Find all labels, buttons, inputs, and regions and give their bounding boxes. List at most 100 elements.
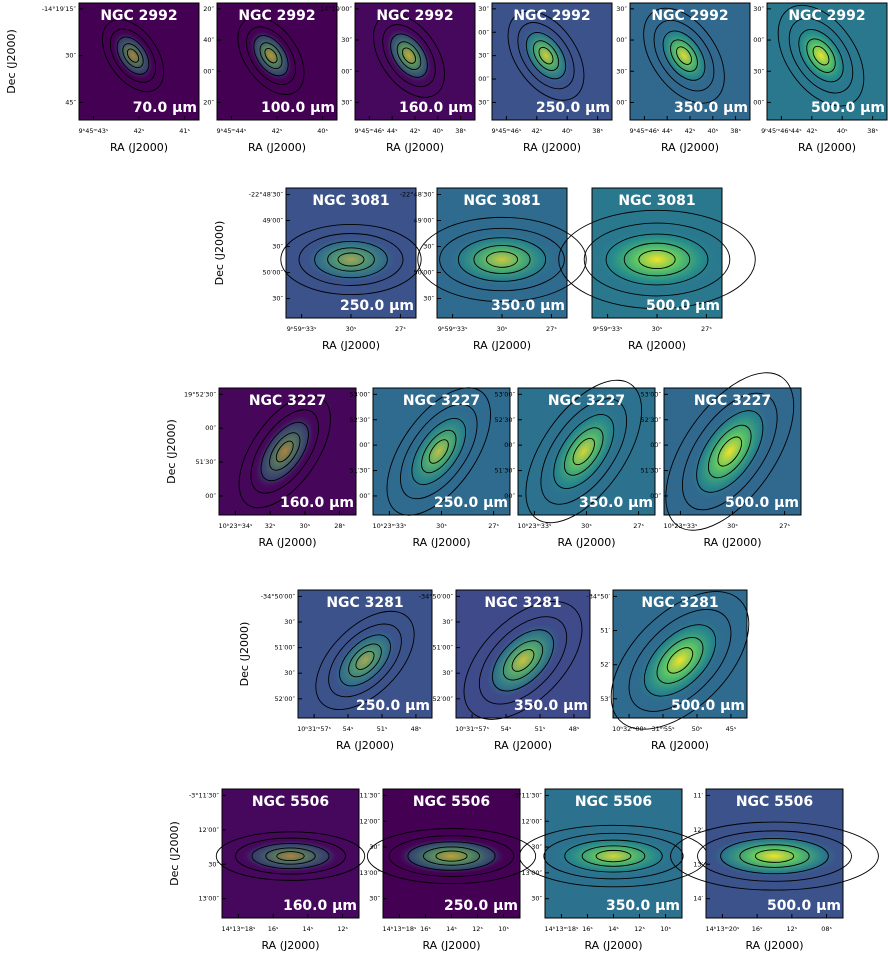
- x-tick-label: 14ˢ: [608, 925, 619, 933]
- y-tick-label: 00″: [504, 441, 515, 449]
- y-tick-label: 12′00″: [522, 817, 543, 825]
- x-tick-label: 27ˢ: [779, 522, 790, 530]
- wavelength-label: 160.0 μm: [280, 495, 354, 511]
- emission-core: [447, 232, 556, 287]
- y-tick-label: 00″: [205, 424, 216, 432]
- y-tick-label: 19°52′30″: [184, 390, 217, 398]
- y-tick-label: 45″: [65, 98, 76, 106]
- x-tick-label: 27ˢ: [488, 522, 499, 530]
- x-tick-label: 9ʰ45ᵐ43ˢ: [79, 127, 109, 135]
- y-tick-label: 51′30″: [495, 467, 516, 475]
- y-tick-label: 00″: [478, 28, 489, 36]
- x-tick-label: 48ˢ: [569, 725, 580, 733]
- y-tick-label: 00″: [616, 36, 627, 44]
- galaxy-name: NGC 3081: [618, 193, 695, 209]
- x-tick-label: 48ˢ: [411, 725, 422, 733]
- galaxy-name: NGC 3081: [463, 193, 540, 209]
- x-axis-label: RA (J2000): [523, 141, 581, 154]
- wavelength-label: 350.0 μm: [674, 100, 748, 116]
- y-tick-label: -22°48′30″: [249, 191, 284, 199]
- x-tick-label: 16ˢ: [582, 925, 593, 933]
- wavelength-label: 250.0 μm: [434, 495, 508, 511]
- x-tick-label: 12ˢ: [472, 925, 483, 933]
- galaxy-name: NGC 2992: [100, 8, 177, 24]
- y-tick-label: 40″: [203, 36, 214, 44]
- x-tick-label: 38ˢ: [455, 127, 466, 135]
- galaxy-name: NGC 3227: [403, 393, 480, 409]
- x-tick-label: 42ˢ: [531, 127, 542, 135]
- emission-core: [304, 236, 398, 283]
- x-axis-label: RA (J2000): [494, 739, 552, 752]
- x-tick-label: 54ˢ: [343, 725, 354, 733]
- map-panel: NGC 3227250.0 μm10ʰ23ᵐ33ˢ30ˢ27ˢ53′00″52′…: [350, 370, 511, 549]
- x-axis-label: RA (J2000): [322, 339, 380, 352]
- galaxy-name: NGC 3227: [249, 393, 326, 409]
- y-tick-label: 30″: [423, 295, 434, 303]
- y-tick-label: 30″: [753, 67, 764, 75]
- y-tick-label: 51′30″: [196, 458, 217, 466]
- x-tick-label: 42ˢ: [410, 127, 421, 135]
- map-panel: NGC 3281500.0 μm10ʰ32ᵐ00ˢ31ᵐ55ˢ50ˢ45ˢ-34…: [586, 567, 773, 754]
- y-tick-label: 30″: [442, 669, 453, 677]
- x-tick-label: 27ˢ: [701, 325, 712, 333]
- x-axis-label: RA (J2000): [557, 536, 615, 549]
- y-tick-label: 51′30″: [350, 467, 371, 475]
- y-tick-label: 30″: [272, 295, 283, 303]
- wavelength-label: 250.0 μm: [340, 298, 414, 314]
- x-axis-label: RA (J2000): [661, 141, 719, 154]
- x-tick-label: 9ʰ45ᵐ46ˢ: [492, 127, 522, 135]
- galaxy-name: NGC 2992: [238, 8, 315, 24]
- y-axis-label: Dec (J2000): [238, 622, 251, 687]
- page: {"rows": [ {"ylabel": "Dec (J2000)", "pa…: [0, 0, 888, 966]
- x-tick-label: 10ʰ32ᵐ00ˢ: [612, 725, 646, 733]
- wavelength-label: 350.0 μm: [491, 298, 565, 314]
- y-tick-label: 13′00″: [360, 869, 381, 877]
- x-tick-label: 30ˢ: [727, 522, 738, 530]
- galaxy-name: NGC 3081: [312, 193, 389, 209]
- x-axis-label: RA (J2000): [386, 141, 444, 154]
- x-axis-label: RA (J2000): [261, 939, 319, 952]
- wavelength-label: 350.0 μm: [514, 698, 588, 714]
- x-tick-label: 51ˢ: [535, 725, 546, 733]
- map-panel: NGC 2992160.0 μm9ʰ45ᵐ46ˢ44ˢ42ˢ40ˢ38ˢ-14°…: [318, 1, 475, 154]
- y-tick-label: 30″: [478, 52, 489, 60]
- x-tick-label: 54ˢ: [501, 725, 512, 733]
- y-tick-label: 53′00″: [350, 390, 371, 398]
- y-tick-label: 52′00″: [433, 695, 454, 703]
- y-tick-label: 00″: [203, 67, 214, 75]
- x-tick-label: 12ˢ: [337, 925, 348, 933]
- map-panel: NGC 5506350.0 μm14ʰ13ᵐ18ˢ16ˢ14ˢ12ˢ10ˢ-3°…: [512, 789, 708, 952]
- x-tick-label: 9ʰ59ᵐ33ˢ: [593, 325, 623, 333]
- galaxy-name: NGC 2992: [651, 8, 728, 24]
- galaxy-name: NGC 3227: [694, 393, 771, 409]
- x-tick-label: 51ˢ: [377, 725, 388, 733]
- x-tick-label: 12ˢ: [787, 925, 798, 933]
- x-tick-label: 10ʰ31ᵐ57ˢ: [455, 725, 489, 733]
- x-tick-label: 9ʰ45ᵐ46ˢ44ˢ: [761, 127, 802, 135]
- y-tick-label: 51′00″: [433, 644, 454, 652]
- y-tick-label: 53′00″: [641, 390, 662, 398]
- x-axis-label: RA (J2000): [651, 739, 709, 752]
- y-tick-label: 12′00″: [199, 826, 220, 834]
- y-tick-label: 52′: [600, 661, 610, 669]
- galaxy-name: NGC 3281: [484, 595, 561, 611]
- x-axis-label: RA (J2000): [628, 339, 686, 352]
- x-tick-label: 44ˢ: [387, 127, 398, 135]
- y-axis-label: Dec (J2000): [5, 29, 18, 94]
- y-tick-label: -3°11′30″: [189, 791, 220, 799]
- y-tick-label: 30″: [442, 618, 453, 626]
- galaxy-name: NGC 2992: [376, 8, 453, 24]
- y-tick-label: 49′00″: [263, 217, 284, 225]
- x-tick-label: 9ʰ59ᵐ33ˢ: [287, 325, 317, 333]
- x-tick-label: 30ˢ: [497, 325, 508, 333]
- y-tick-label: 00″: [478, 75, 489, 83]
- wavelength-label: 350.0 μm: [606, 898, 680, 914]
- map-panel: NGC 5506160.0 μm14ʰ13ᵐ18ˢ16ˢ14ˢ12ˢ-3°11′…: [189, 789, 365, 952]
- x-tick-label: 44ˢ: [662, 127, 673, 135]
- galaxy-name: NGC 5506: [252, 794, 329, 810]
- x-tick-label: 9ʰ45ᵐ46ˢ: [630, 127, 660, 135]
